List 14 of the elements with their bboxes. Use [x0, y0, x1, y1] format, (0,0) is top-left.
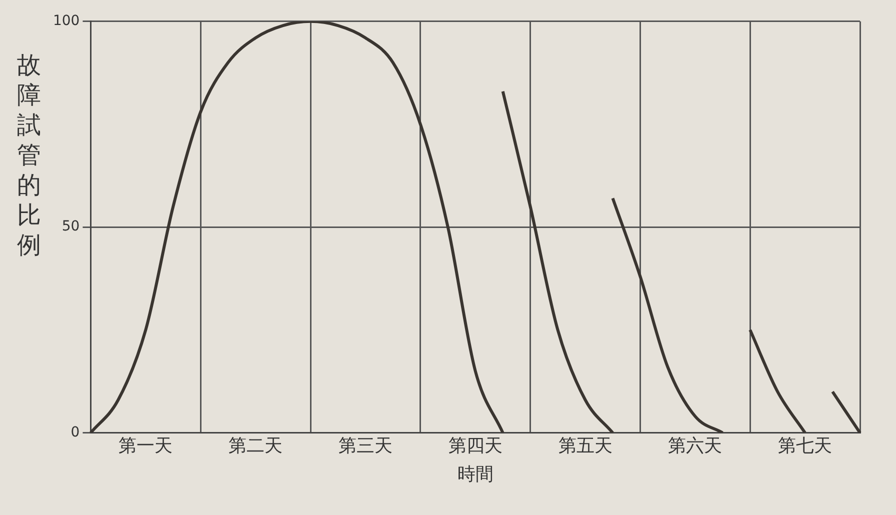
y-tick-label: 0: [70, 424, 80, 440]
x-tick-label: 第七天: [778, 435, 832, 456]
x-axis-title: 時間: [457, 464, 494, 485]
y-axis-title: 故障試管的比例: [16, 50, 42, 260]
line-series: [611, 196, 724, 433]
y-tick-label: 100: [52, 13, 80, 30]
x-tick-label: 第六天: [668, 435, 722, 456]
x-tick-label: 第五天: [558, 435, 612, 456]
x-tick-label: 第二天: [228, 435, 283, 456]
y-tick-label: 50: [62, 218, 80, 235]
x-tick-label: 第三天: [338, 435, 392, 456]
line-series: [501, 90, 614, 433]
x-tick-label: 第一天: [118, 435, 173, 456]
x-tick-label: 第四天: [448, 435, 502, 456]
